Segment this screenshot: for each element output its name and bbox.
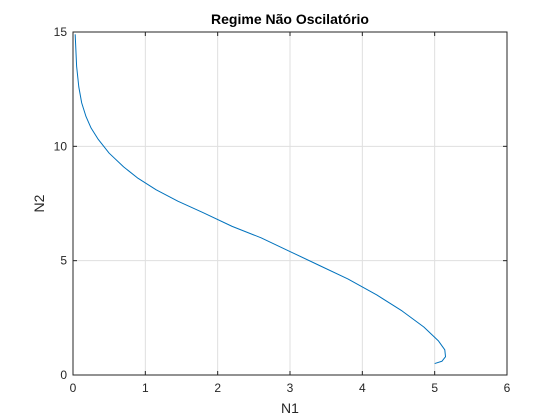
x-tick-label: 5 — [431, 381, 438, 395]
y-axis-label: N2 — [31, 194, 47, 212]
axis-ticks: 0 1 2 3 4 5 6 0 5 10 15 — [54, 25, 511, 395]
y-tick-label: 5 — [60, 254, 67, 268]
x-tick-label: 1 — [142, 381, 149, 395]
series-line-0 — [74, 34, 447, 365]
x-tick-label: 3 — [287, 381, 294, 395]
series-layer — [74, 34, 447, 365]
y-tick-label: 0 — [60, 368, 67, 382]
y-tick-label: 10 — [54, 139, 68, 153]
grid — [72, 31, 508, 376]
y-tick-label: 15 — [54, 25, 68, 39]
chart-title: Regime Não Oscilatório — [211, 11, 369, 27]
x-tick-label: 2 — [214, 381, 221, 395]
x-tick-label: 0 — [70, 381, 77, 395]
x-axis-label: N1 — [281, 400, 299, 416]
x-tick-label: 6 — [504, 381, 511, 395]
x-tick-label: 4 — [359, 381, 366, 395]
